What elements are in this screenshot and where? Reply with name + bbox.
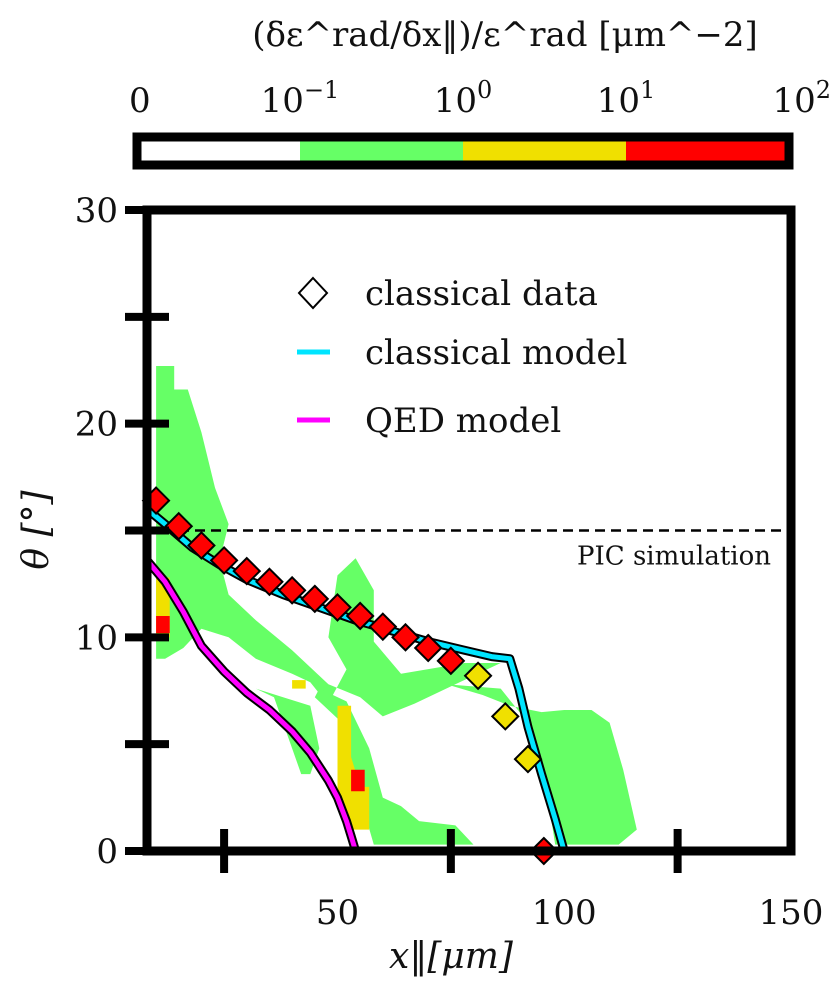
x-tick-label: 50 bbox=[316, 893, 359, 933]
y-tick-label: 30 bbox=[75, 191, 118, 231]
legend-label-classical-data: classical data bbox=[365, 274, 598, 314]
legend-label-qed-model: QED model bbox=[365, 401, 561, 441]
colorbar-tick-label: 100 bbox=[434, 76, 493, 121]
colorbar-bin bbox=[463, 137, 626, 165]
data-point bbox=[345, 601, 375, 631]
heatmap-region bbox=[314, 688, 474, 845]
legend-item-qed-model: QED model bbox=[297, 401, 561, 441]
x-axis-title: x‖[μm] bbox=[389, 936, 514, 977]
data-point bbox=[232, 556, 262, 586]
data-point bbox=[368, 612, 398, 642]
heatmap-region bbox=[351, 769, 365, 792]
data-point bbox=[323, 593, 352, 622]
data-point bbox=[209, 545, 239, 575]
heatmap-region bbox=[156, 616, 170, 634]
y-tick-label: 0 bbox=[96, 832, 118, 872]
data-point bbox=[391, 622, 420, 652]
data-point bbox=[255, 567, 284, 597]
data-point bbox=[463, 661, 493, 691]
colorbar: (δε^rad/δx‖)/ε^rad [μm^−2] 0 10−1 100 101 10… bbox=[129, 15, 830, 170]
legend-label-classical-model: classical model bbox=[365, 333, 627, 373]
colorbar-tick-label: 10−1 bbox=[261, 76, 340, 121]
data-point bbox=[300, 584, 330, 614]
legend-item-classical-data: classical data bbox=[297, 274, 598, 314]
data-point bbox=[187, 531, 216, 560]
data-point bbox=[277, 575, 307, 605]
data-point bbox=[164, 511, 194, 541]
colorbar-tick-label: 0 bbox=[129, 81, 151, 121]
colorbar-bin bbox=[300, 137, 463, 165]
data-point bbox=[436, 646, 466, 676]
y-tick-label: 20 bbox=[75, 405, 118, 445]
colorbar-tick-label: 102 bbox=[772, 76, 830, 121]
data-point bbox=[513, 744, 543, 774]
colorbar-bin bbox=[626, 137, 789, 165]
colorbar-frame bbox=[132, 132, 794, 170]
colorbar-bin bbox=[137, 137, 300, 165]
series-line bbox=[145, 558, 358, 852]
pic-simulation-label: PIC simulation bbox=[577, 542, 771, 572]
x-tick-label: 100 bbox=[532, 893, 597, 933]
heatmap-region bbox=[156, 366, 501, 717]
data-point bbox=[413, 633, 443, 663]
y-tick-label: 10 bbox=[75, 618, 118, 658]
legend-item-classical-model: classical model bbox=[297, 333, 627, 373]
colorbar-title: (δε^rad/δx‖)/ε^rad [μm^−2] bbox=[252, 15, 758, 55]
diamond-marker-icon bbox=[297, 276, 329, 310]
data-point bbox=[490, 701, 520, 731]
plot-area: PIC simulation classical data classical … bbox=[75, 191, 824, 933]
heatmap-region bbox=[337, 705, 370, 830]
legend: classical data classical model QED model bbox=[297, 274, 627, 441]
colorbar-tick-label: 101 bbox=[597, 76, 656, 121]
y-axis-title: θ [°] bbox=[16, 489, 57, 569]
heatmap-region bbox=[292, 680, 306, 689]
x-tick-label: 150 bbox=[759, 893, 824, 933]
